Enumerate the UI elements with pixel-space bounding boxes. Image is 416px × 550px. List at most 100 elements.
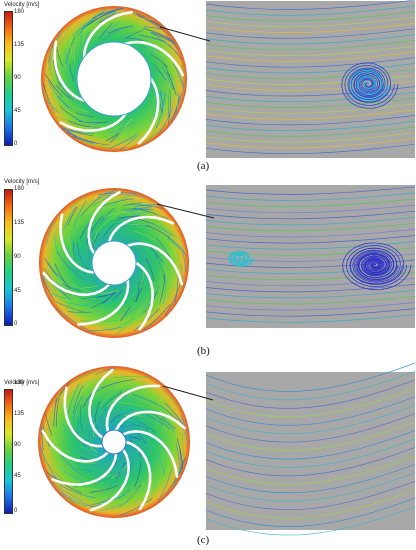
- flow-streamline: [111, 464, 128, 479]
- flow-streamline: [67, 311, 92, 313]
- flow-streamline: [76, 41, 83, 63]
- flow-streamline: [72, 237, 78, 261]
- flow-streamline: [172, 457, 186, 487]
- flow-streamline: [205, 57, 416, 68]
- impeller-vane: [137, 77, 160, 145]
- flow-streamline: [150, 32, 179, 55]
- flow-streamline: [111, 406, 133, 411]
- flow-streamline: [99, 12, 116, 24]
- flow-streamline: [124, 136, 142, 150]
- impeller-vane: [134, 261, 154, 331]
- flow-streamline: [117, 119, 130, 130]
- flow-streamline: [110, 127, 125, 143]
- flow-streamline: [123, 207, 149, 215]
- flow-streamline: [172, 468, 181, 488]
- flow-streamline: [114, 376, 152, 379]
- flow-streamline: [78, 462, 94, 470]
- flow-streamline: [59, 484, 96, 499]
- flow-streamline: [142, 304, 171, 331]
- flow-streamline: [136, 420, 156, 433]
- flow-streamline: [175, 442, 180, 475]
- flow-streamline: [174, 82, 178, 111]
- flow-streamline: [113, 495, 132, 512]
- flow-streamline: [62, 423, 75, 444]
- flow-streamline: [47, 387, 65, 424]
- flow-streamline: [99, 289, 119, 294]
- flow-streamline: [68, 234, 75, 259]
- flow-streamline: [66, 498, 85, 506]
- flow-streamline: [159, 405, 178, 421]
- flow-streamline: [78, 126, 104, 128]
- flow-streamline: [52, 115, 82, 138]
- flow-streamline: [39, 446, 58, 481]
- flow-streamline: [42, 83, 56, 114]
- colorbar-tick-45: 45: [14, 288, 21, 294]
- flow-streamline: [56, 489, 90, 506]
- flow-streamline: [119, 306, 131, 322]
- flow-streamline: [61, 201, 79, 225]
- colorbar-tick-180: 180: [14, 380, 25, 386]
- flow-streamline: [113, 25, 134, 31]
- flow-streamline: [116, 462, 126, 475]
- vortex-streamline: [351, 71, 388, 99]
- flow-streamline: [158, 468, 172, 502]
- flow-streamline: [160, 90, 163, 115]
- flow-streamline: [117, 488, 131, 500]
- flow-streamline: [114, 317, 136, 337]
- flow-streamline: [152, 470, 161, 491]
- flow-streamline: [75, 112, 94, 118]
- colorbar-tick-45: 45: [14, 108, 21, 114]
- flow-streamline: [59, 23, 73, 47]
- flow-streamline: [205, 289, 416, 299]
- flow-streamline: [53, 29, 64, 67]
- flow-streamline: [80, 10, 113, 31]
- flow-streamline: [139, 240, 156, 244]
- flow-streamline: [205, 489, 416, 519]
- flow-streamline: [166, 71, 177, 96]
- impeller-vane: [124, 40, 185, 77]
- flow-streamline: [157, 106, 174, 136]
- flow-streamline: [162, 389, 181, 410]
- flow-streamline: [102, 131, 123, 138]
- flow-streamline: [53, 300, 84, 313]
- flow-streamline: [141, 412, 162, 424]
- flow-streamline: [46, 221, 55, 246]
- impeller-vane: [59, 213, 96, 274]
- flow-streamline: [163, 266, 171, 286]
- flow-streamline: [205, 28, 416, 39]
- flow-streamline: [127, 284, 140, 302]
- flow-streamline: [145, 258, 155, 282]
- flow-streamline: [205, 506, 416, 536]
- flow-streamline: [82, 285, 99, 289]
- flow-streamline: [71, 135, 110, 146]
- colorbar: [4, 389, 13, 514]
- flow-streamline: [205, 216, 416, 226]
- flow-streamline: [205, 138, 416, 149]
- colorbar-tick-180: 180: [14, 9, 25, 15]
- flow-streamline: [123, 196, 157, 204]
- flow-streamline: [105, 27, 134, 40]
- impeller-hub: [101, 429, 127, 455]
- flow-streamline: [205, 480, 416, 511]
- flow-streamline: [121, 482, 145, 505]
- impeller-vane: [41, 429, 110, 463]
- impeller-hub: [91, 240, 137, 286]
- flow-streamline: [86, 326, 122, 332]
- flow-streamline: [180, 415, 188, 434]
- flow-streamline: [155, 93, 166, 129]
- flow-streamline: [205, 143, 416, 155]
- flow-streamline: [102, 494, 126, 503]
- flow-streamline: [67, 206, 78, 226]
- flow-streamline: [118, 485, 142, 508]
- flow-streamline: [146, 108, 167, 142]
- flow-streamline: [134, 230, 156, 241]
- impeller-vane: [89, 448, 131, 512]
- flow-streamline: [69, 245, 76, 260]
- flow-streamline: [56, 96, 73, 110]
- flow-streamline: [149, 454, 152, 468]
- flow-streamline: [145, 414, 164, 425]
- flow-streamline: [125, 37, 145, 42]
- flow-streamline: [108, 470, 124, 487]
- flow-streamline: [125, 297, 147, 316]
- flow-streamline: [140, 224, 160, 232]
